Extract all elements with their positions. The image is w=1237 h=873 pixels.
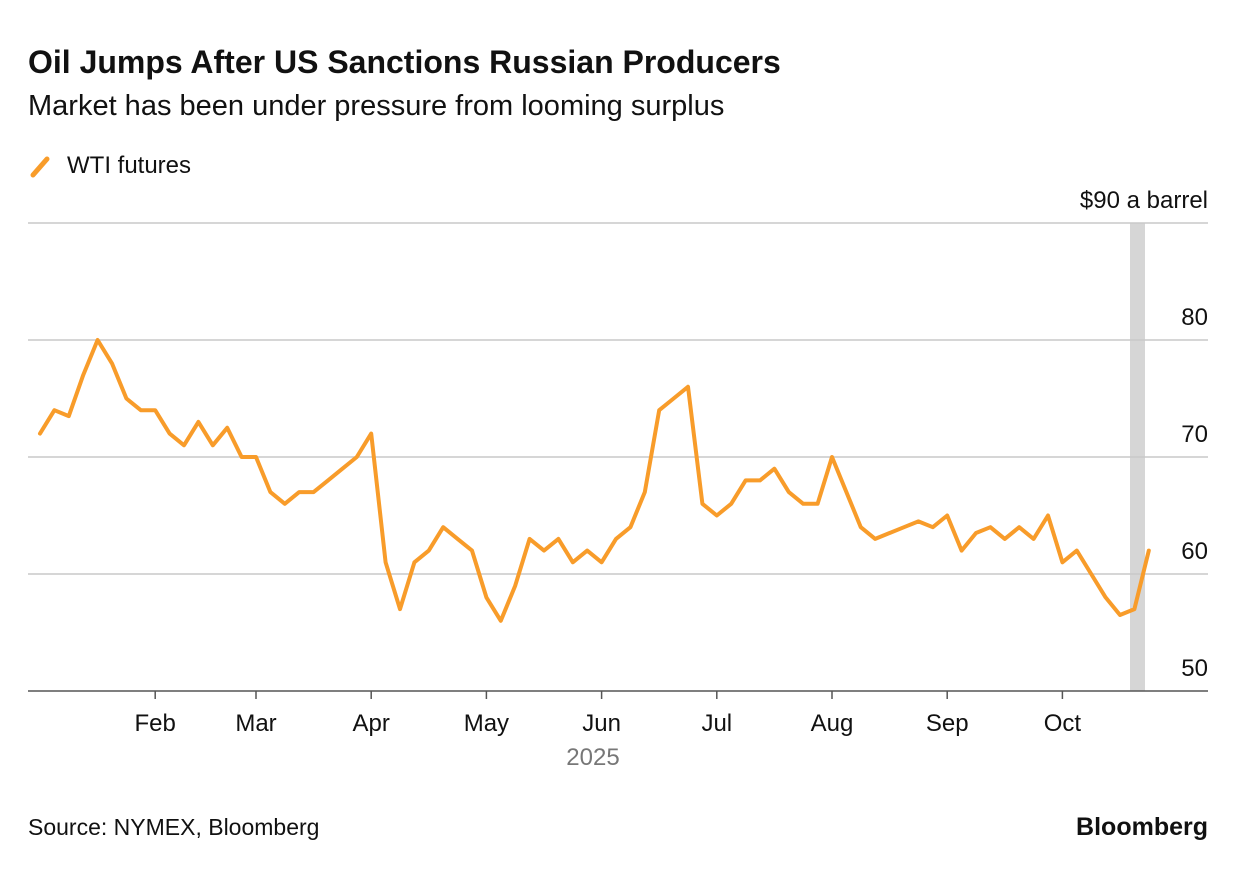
chart-title: Oil Jumps After US Sanctions Russian Pro… [28, 44, 781, 80]
y-tick-label: 70 [1181, 421, 1208, 448]
x-tick-label: Mar [235, 710, 276, 737]
x-tick-label: Jul [701, 710, 732, 737]
x-tick-label: Apr [353, 710, 390, 737]
legend-swatch [30, 156, 50, 178]
legend-label: WTI futures [67, 152, 191, 179]
x-tick-label: Oct [1044, 710, 1082, 737]
y-tick-label: 50 [1181, 655, 1208, 682]
y-tick-label: $90 a barrel [1080, 187, 1208, 214]
chart-subtitle: Market has been under pressure from loom… [28, 90, 724, 122]
x-tick-label: Feb [135, 710, 176, 737]
x-tick-label: May [464, 710, 509, 737]
y-tick-label: 80 [1181, 304, 1208, 331]
source-note: Source: NYMEX, Bloomberg [28, 814, 319, 840]
y-tick-label: 60 [1181, 538, 1208, 565]
data-line [38, 338, 1151, 623]
x-tick-label: Jun [582, 710, 621, 737]
x-tick-label: Sep [926, 710, 969, 737]
x-axis-label: 2025 [566, 744, 619, 771]
x-tick-label: Aug [811, 710, 854, 737]
brand: Bloomberg [1076, 813, 1208, 841]
